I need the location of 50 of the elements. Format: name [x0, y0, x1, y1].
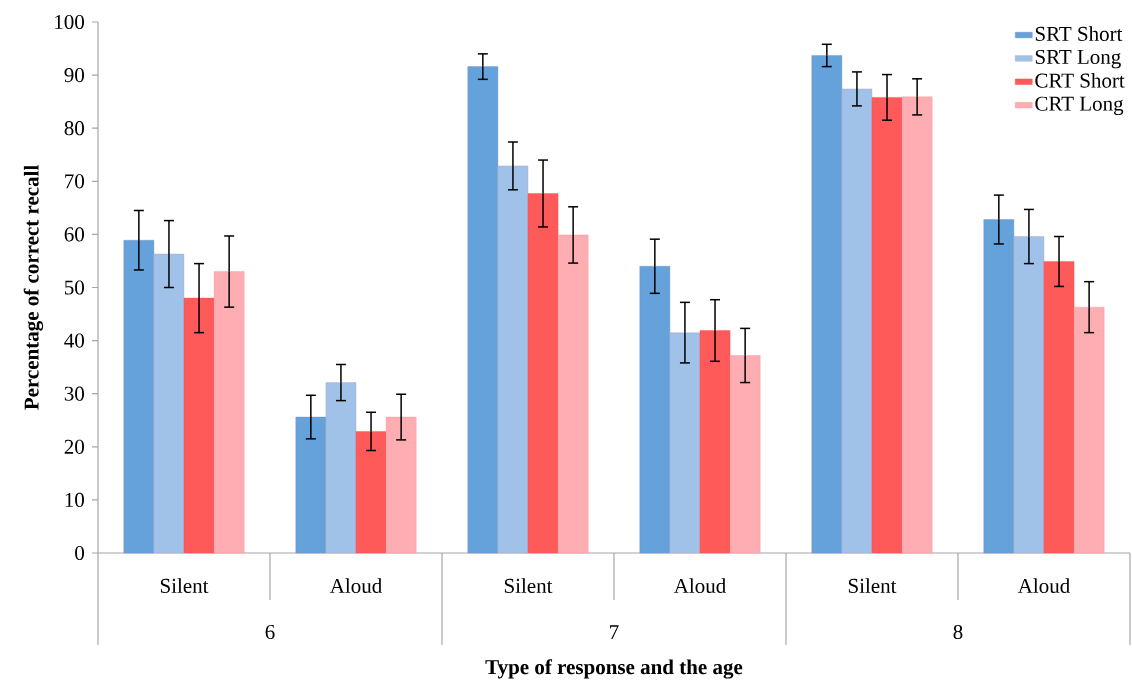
bar — [123, 240, 155, 554]
x-axis-title: Type of response and the age — [485, 659, 743, 679]
bar — [811, 55, 843, 554]
bar — [183, 297, 215, 554]
text: 6 — [265, 624, 275, 640]
y-tick-label: 60 — [64, 227, 84, 242]
bar — [669, 332, 701, 554]
x-tick-label: Silent — [160, 578, 209, 593]
bar — [639, 266, 671, 554]
legend-label: SRT Long — [1035, 49, 1121, 69]
y-tick-label: 10 — [65, 492, 84, 507]
x-tick-label: Silent — [504, 578, 553, 593]
y-tick-label: 90 — [64, 68, 84, 83]
bar — [295, 416, 327, 554]
y-tick-label: 0 — [75, 545, 84, 561]
legend-label: CRT Short — [1035, 72, 1125, 88]
x-tick-label: Aloud — [1017, 578, 1070, 593]
x-tick-label: Aloud — [329, 578, 382, 593]
bar — [325, 382, 357, 554]
text: 7 — [610, 625, 619, 639]
bar — [467, 66, 499, 554]
bar — [153, 253, 185, 554]
bar — [213, 271, 245, 554]
bar — [983, 219, 1015, 554]
x-tick-label: Aloud — [673, 578, 726, 593]
bar — [1013, 236, 1045, 554]
bar — [901, 96, 933, 554]
y-tick-label: 50 — [65, 280, 84, 295]
bar — [841, 88, 873, 554]
y-tick-label: 70 — [65, 174, 84, 189]
y-tick-label: 30 — [64, 386, 84, 401]
bar — [871, 97, 903, 554]
y-tick-label: 80 — [64, 121, 84, 136]
bar — [355, 431, 387, 554]
bar — [699, 330, 731, 554]
bar — [557, 234, 589, 554]
y-tick-label: 100 — [55, 14, 84, 30]
y-axis-title: Percentage of correct recall — [23, 165, 44, 410]
bar — [729, 355, 761, 554]
y-tick-label: 20 — [64, 439, 84, 454]
text: 8 — [953, 624, 963, 640]
bar — [497, 165, 529, 554]
x-tick-label: Silent — [848, 578, 897, 593]
y-tick-label: 40 — [64, 333, 84, 348]
bar — [1073, 306, 1105, 554]
bar — [527, 193, 559, 554]
legend-label: CRT Long — [1035, 96, 1124, 116]
bar — [385, 416, 417, 554]
legend-label: SRT Short — [1035, 26, 1123, 41]
bar — [1043, 261, 1075, 554]
